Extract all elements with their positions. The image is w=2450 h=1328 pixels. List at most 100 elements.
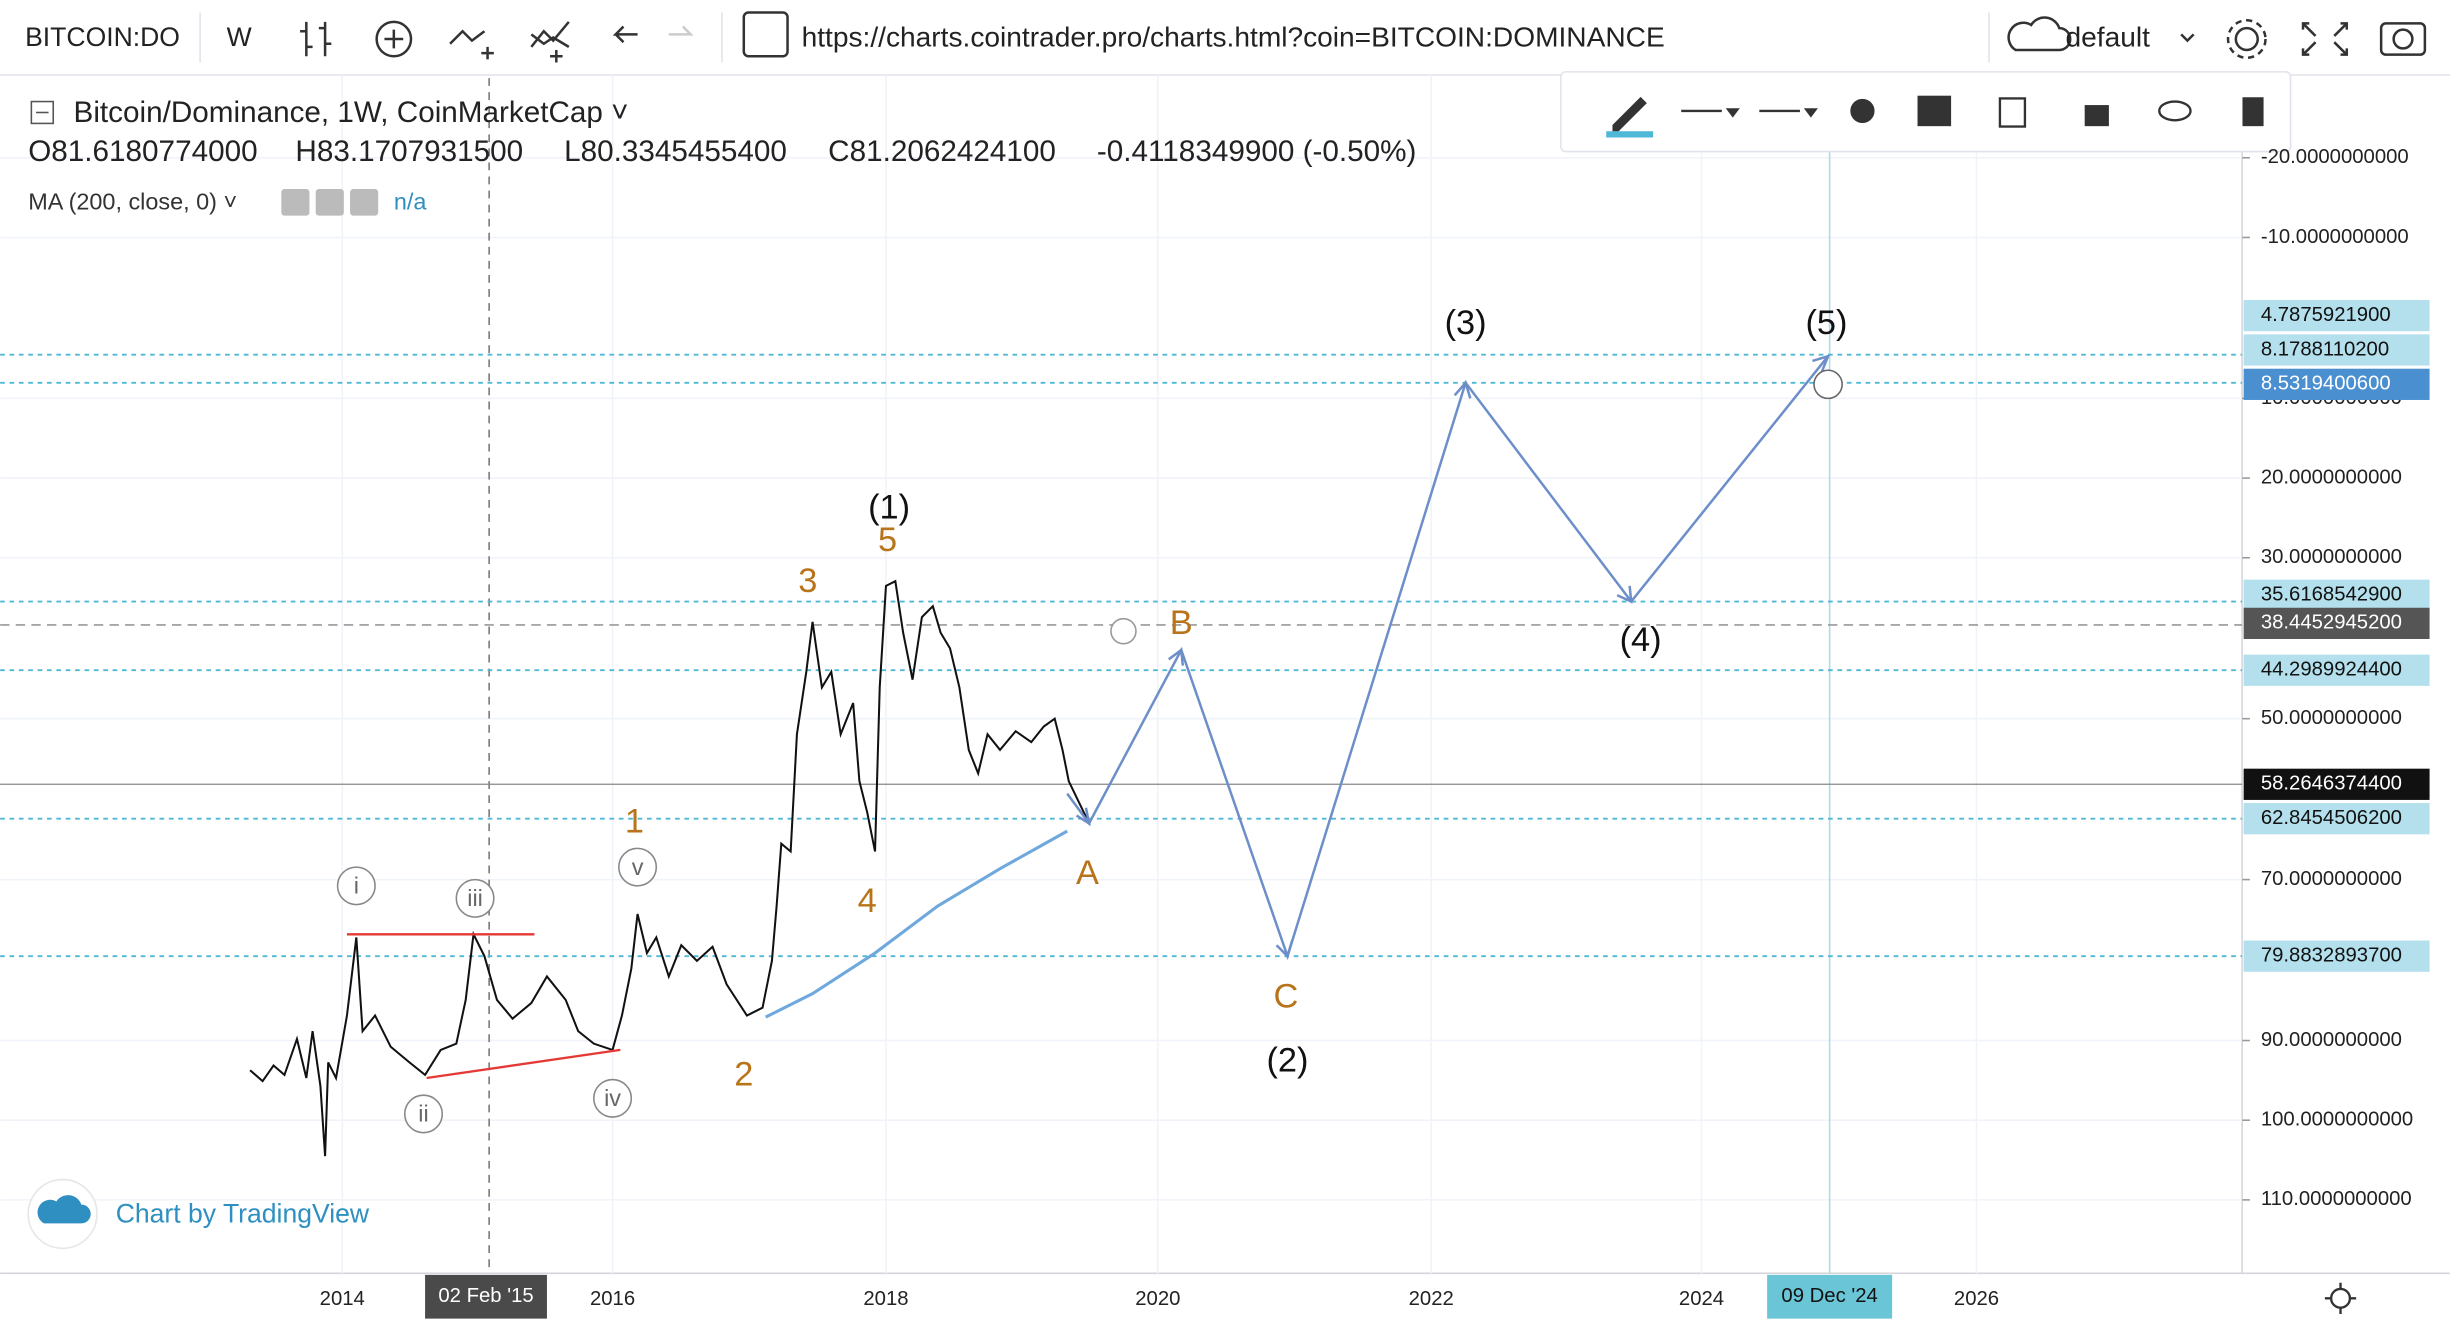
wave-label: iv <box>604 1085 621 1111</box>
interval-button[interactable]: W <box>227 22 252 52</box>
price-label: 4.7875921900 <box>2261 304 2391 326</box>
price-label-bg <box>2243 334 2430 366</box>
wave-label: 1 <box>625 802 644 840</box>
symbol[interactable]: BITCOIN:DO <box>25 22 180 52</box>
time-tick-label: 2016 <box>590 1288 635 1310</box>
wave-label: v <box>632 854 644 880</box>
price-label-bg <box>2243 654 2430 686</box>
price-label-bg <box>2243 368 2430 400</box>
price-label: 35.6168542900 <box>2261 584 2402 606</box>
price-label: 8.5319400600 <box>2261 373 2391 395</box>
logo <box>37 1195 91 1224</box>
wave-circle <box>618 847 658 887</box>
wave-label: (1) <box>868 488 910 526</box>
price-tick-label: 30.0000000000 <box>2261 546 2402 568</box>
wave-circle <box>593 1078 633 1118</box>
layout-name[interactable]: default <box>2066 21 2151 52</box>
primary-waves: (1) (2) (3) (4) (5) <box>868 304 1847 1079</box>
time-axis: 2014 2016 2018 2020 2022 2024 2026 02 Feb '15 09… <box>320 1274 1999 1319</box>
price-label-bg <box>2243 940 2430 972</box>
price-label: 44.2989924400 <box>2261 659 2402 681</box>
wave-label: (5) <box>1806 304 1848 342</box>
price-label: 62.8454506200 <box>2261 807 2402 829</box>
price-tick-label: 20.0000000000 <box>2261 466 2402 488</box>
wave-label: 5 <box>878 521 897 559</box>
wave-label: iii <box>467 885 483 911</box>
indicator-buttons[interactable] <box>281 189 379 216</box>
drawing-toolbar <box>1560 71 2292 153</box>
trend-line <box>426 1048 621 1080</box>
price-label-bg <box>2243 607 2430 640</box>
price-series <box>249 579 1090 1157</box>
wave-label: A <box>1076 854 1099 892</box>
price-label-bg <box>2243 768 2430 800</box>
price-labels: 4.7875921900 8.1788110200 8.5319400600 35.6… <box>2243 299 2430 972</box>
ohlc-values: O81.6180774000 H83.1707931500 L80.33454554… <box>28 135 1416 168</box>
wave-label: i <box>354 873 359 899</box>
drawing-buttons[interactable] <box>1681 95 2264 128</box>
price-label: 8.1788110200 <box>2261 338 2389 360</box>
price-tick-label: 110.0000000000 <box>2261 1188 2412 1210</box>
url[interactable]: https://charts.cointrader.pro/charts.htm… <box>802 21 1665 52</box>
anchor-handle[interactable] <box>1813 369 1843 400</box>
watermark[interactable]: Chart by TradingView <box>116 1199 370 1229</box>
price-label-bg <box>2243 299 2430 332</box>
settings-button[interactable] <box>2324 1282 2357 1314</box>
projection-arrowheads <box>1075 354 1831 959</box>
toolbar-icons[interactable] <box>300 11 789 63</box>
price-label-bg <box>2243 803 2430 835</box>
ohlc-value: L80.3345455400 <box>564 135 787 168</box>
ohlc-value: O81.6180774000 <box>28 135 257 168</box>
cursor-date: 09 Dec '24 <box>1781 1285 1877 1307</box>
wave-circle <box>455 878 495 918</box>
price-tick-label: -10.0000000000 <box>2261 226 2409 248</box>
price-label: 58.2646374400 <box>2261 773 2402 795</box>
price-tick-label: 70.0000000000 <box>2261 868 2402 890</box>
time-tick-label: 2022 <box>1409 1288 1454 1310</box>
wave-label: (3) <box>1445 304 1487 342</box>
ohlc-value: H83.1707931500 <box>295 135 523 168</box>
grid <box>0 74 2243 1274</box>
toolbar-right-icons[interactable] <box>2180 19 2427 60</box>
levels <box>0 353 2243 958</box>
wave-label: (4) <box>1620 621 1662 659</box>
anchor-handle[interactable] <box>1110 617 1137 645</box>
wave-label: B <box>1170 604 1193 642</box>
price-tick-label: 90.0000000000 <box>2261 1029 2402 1051</box>
time-tick-label: 2020 <box>1135 1288 1180 1310</box>
toolbar <box>0 0 2450 75</box>
pen-button[interactable] <box>1612 96 1647 132</box>
price-label: 38.4452945200 <box>2261 612 2402 634</box>
wave-label: ii <box>418 1101 428 1127</box>
cloud-icon[interactable] <box>2007 16 2072 52</box>
wave-label: (2) <box>1266 1041 1308 1079</box>
color-swatch[interactable] <box>1606 131 1654 138</box>
time-tick-label: 2018 <box>863 1288 908 1310</box>
price-tick-label: 50.0000000000 <box>2261 707 2402 729</box>
indicator-name: MA (200, close, 0) ˅ <box>28 188 237 214</box>
price-tick-label: 100.0000000000 <box>2261 1109 2413 1131</box>
series-title: Bitcoin/Dominance, 1W, CoinMarketCap ˅ <box>74 96 629 129</box>
price-label-bg <box>2243 579 2430 611</box>
wave-label: C <box>1274 977 1299 1015</box>
wave-label: 2 <box>734 1056 753 1094</box>
price-tick-label: -20.0000000000 <box>2261 146 2409 168</box>
intermediate-waves: 1 2 3 4 5 A B C <box>625 521 1298 1093</box>
price-label: 79.8832893700 <box>2261 945 2402 967</box>
wave-circle <box>403 1094 444 1134</box>
ohlc-value: C81.2062424100 <box>828 135 1056 168</box>
time-tick-label: 2026 <box>1954 1288 1999 1310</box>
crosshair-date: 02 Feb '15 <box>438 1285 533 1307</box>
moving-average <box>764 829 1068 1019</box>
wave-circle <box>336 866 376 906</box>
ohlc-value: -0.4118349900 (-0.50%) <box>1097 135 1416 168</box>
time-tick-label: 2014 <box>320 1288 365 1310</box>
crosshair-date-bg <box>425 1274 547 1319</box>
collapse-icon[interactable] <box>30 100 55 125</box>
wave-label: 3 <box>798 562 817 600</box>
cursor-date-bg <box>1767 1274 1893 1319</box>
time-tick-label: 2024 <box>1679 1288 1724 1310</box>
